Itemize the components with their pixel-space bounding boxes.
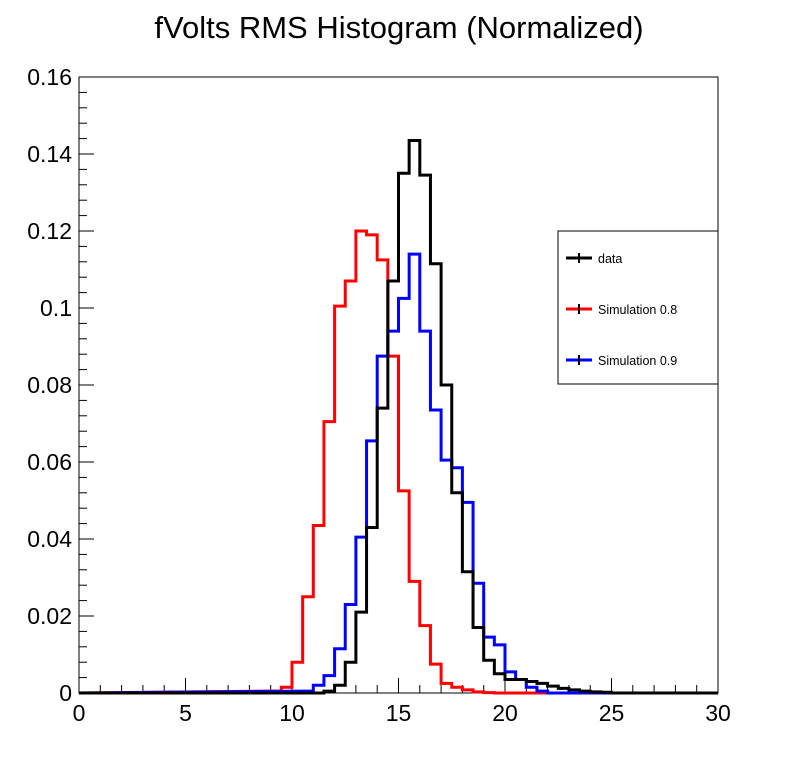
y-tick-label: 0.16 <box>27 64 72 90</box>
series-line-data <box>79 139 718 695</box>
plot-series <box>78 139 718 695</box>
y-tick-label: 0.04 <box>27 526 72 552</box>
y-tick-label: 0.12 <box>27 218 72 244</box>
y-tick-label: 0.08 <box>27 372 72 398</box>
series-line-simulation-0-8 <box>78 229 718 695</box>
x-tick-label: 0 <box>73 700 86 726</box>
legend-label: data <box>598 252 622 266</box>
chart-title: fVolts RMS Histogram (Normalized) <box>154 10 643 45</box>
x-tick-label: 10 <box>279 700 305 726</box>
y-tick-label: 0.14 <box>27 141 72 167</box>
series-line-simulation-0-9 <box>78 252 718 695</box>
legend: data Simulation 0.8 Simulation 0.9 <box>557 230 719 385</box>
x-tick-label: 5 <box>179 700 192 726</box>
y-tick-label: 0.02 <box>27 603 72 629</box>
y-tick-label: 0.06 <box>27 449 72 475</box>
x-tick-label: 30 <box>705 700 731 726</box>
legend-label: Simulation 0.9 <box>598 354 677 368</box>
x-tick-label: 25 <box>599 700 625 726</box>
y-tick-label: 0 <box>59 680 72 706</box>
x-tick-label: 20 <box>492 700 518 726</box>
x-tick-label: 15 <box>386 700 412 726</box>
y-tick-label: 0.1 <box>40 295 72 321</box>
axes: 0 5 10 15 20 25 30 0 0.02 0.04 0.06 0.08 0.1 0.12 0.14… <box>27 64 731 726</box>
legend-label: Simulation 0.8 <box>598 303 677 317</box>
